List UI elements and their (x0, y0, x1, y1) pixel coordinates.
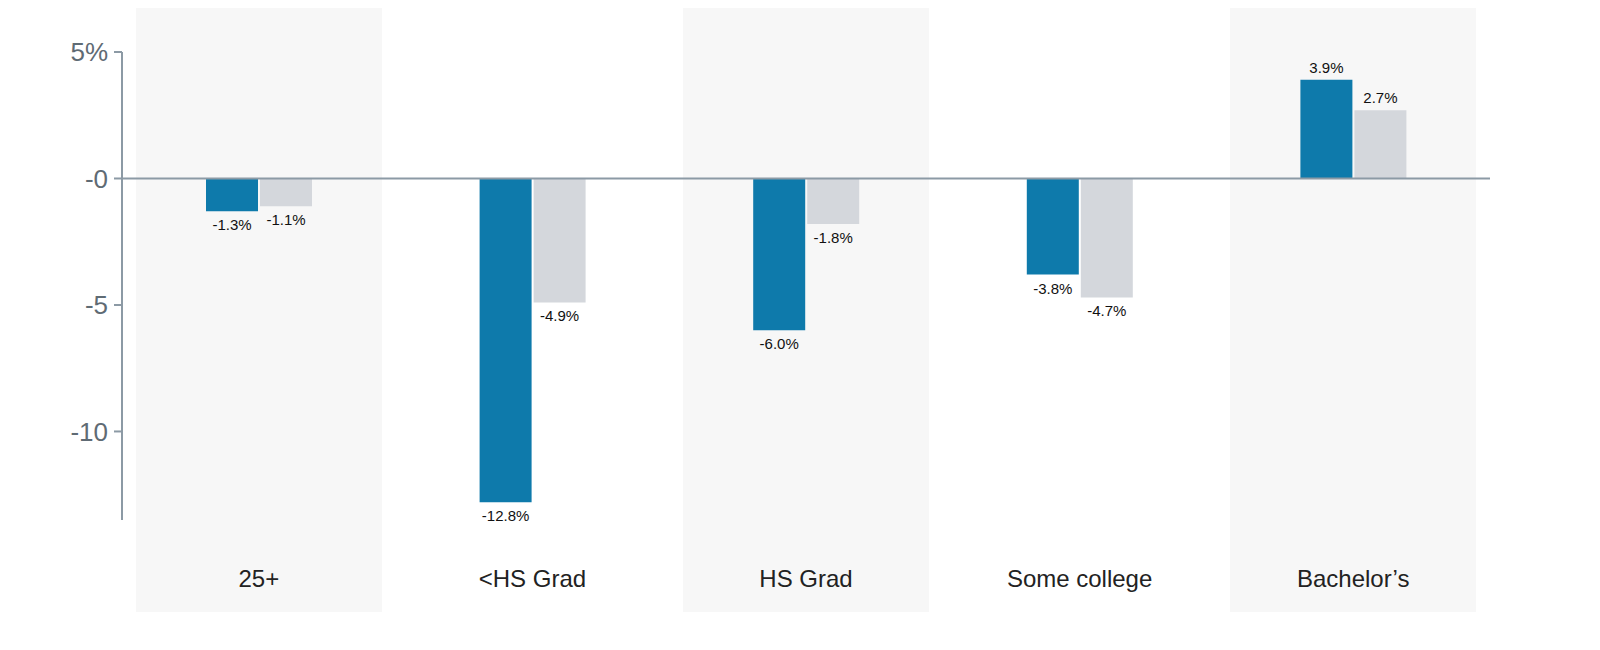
svg-text:-1.1%: -1.1% (266, 211, 305, 228)
svg-text:Some college: Some college (1007, 565, 1152, 592)
svg-text:Bachelor’s: Bachelor’s (1297, 565, 1410, 592)
svg-text:2.7%: 2.7% (1363, 89, 1397, 106)
svg-text:HS Grad: HS Grad (759, 565, 852, 592)
svg-text:5%: 5% (70, 37, 108, 67)
svg-text:-3.8%: -3.8% (1033, 280, 1072, 297)
svg-text:-0: -0 (85, 164, 108, 194)
svg-text:-4.9%: -4.9% (540, 307, 579, 324)
svg-text:-1.8%: -1.8% (814, 229, 853, 246)
svg-text:<HS Grad: <HS Grad (479, 565, 586, 592)
svg-text:-5: -5 (85, 290, 108, 320)
svg-text:-4.7%: -4.7% (1087, 302, 1126, 319)
svg-text:25+: 25+ (238, 565, 279, 592)
svg-text:-6.0%: -6.0% (760, 335, 799, 352)
svg-text:-1.3%: -1.3% (212, 216, 251, 233)
svg-text:3.9%: 3.9% (1309, 59, 1343, 76)
svg-text:-10: -10 (70, 417, 108, 447)
svg-text:-12.8%: -12.8% (482, 507, 530, 524)
